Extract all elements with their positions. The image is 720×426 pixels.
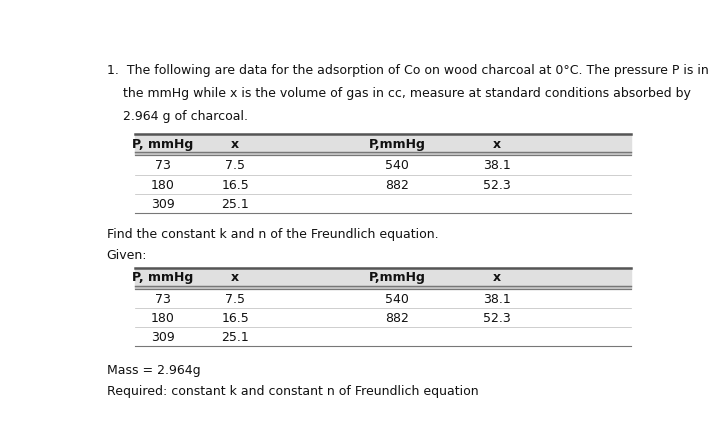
Text: 180: 180 — [150, 178, 174, 191]
Text: P, mmHg: P, mmHg — [132, 137, 193, 150]
Text: x: x — [493, 271, 501, 283]
Bar — [135, 268, 631, 286]
Text: 2.964 g of charcoal.: 2.964 g of charcoal. — [107, 110, 248, 123]
Text: 52.3: 52.3 — [483, 178, 511, 191]
Text: the mmHg while x is the volume of gas in cc, measure at standard conditions abso: the mmHg while x is the volume of gas in… — [107, 87, 690, 100]
Text: 52.3: 52.3 — [483, 311, 511, 324]
Text: P,mmHg: P,mmHg — [369, 271, 426, 283]
Text: 1.  The following are data for the adsorption of Co on wood charcoal at 0°C. The: 1. The following are data for the adsorp… — [107, 64, 708, 77]
Text: 882: 882 — [385, 311, 409, 324]
Text: Find the constant k and n of the Freundlich equation.: Find the constant k and n of the Freundl… — [107, 228, 438, 241]
Text: 7.5: 7.5 — [225, 159, 245, 172]
Text: 540: 540 — [385, 159, 409, 172]
Text: 16.5: 16.5 — [221, 311, 249, 324]
Text: Mass = 2.964g: Mass = 2.964g — [107, 363, 200, 376]
Text: x: x — [231, 137, 239, 150]
Text: 25.1: 25.1 — [221, 197, 249, 210]
Bar — [135, 286, 631, 289]
Text: 882: 882 — [385, 178, 409, 191]
Text: 73: 73 — [155, 292, 171, 305]
Text: 38.1: 38.1 — [483, 292, 511, 305]
Text: Required: constant k and constant n of Freundlich equation: Required: constant k and constant n of F… — [107, 384, 478, 397]
Text: 25.1: 25.1 — [221, 330, 249, 343]
Text: 38.1: 38.1 — [483, 159, 511, 172]
Text: Given:: Given: — [107, 248, 148, 261]
Bar — [135, 135, 631, 153]
Text: 309: 309 — [150, 330, 174, 343]
Text: P,mmHg: P,mmHg — [369, 137, 426, 150]
Text: x: x — [231, 271, 239, 283]
Text: 309: 309 — [150, 197, 174, 210]
Text: 540: 540 — [385, 292, 409, 305]
Text: 7.5: 7.5 — [225, 292, 245, 305]
Bar — [135, 153, 631, 156]
Text: 16.5: 16.5 — [221, 178, 249, 191]
Text: 73: 73 — [155, 159, 171, 172]
Text: P, mmHg: P, mmHg — [132, 271, 193, 283]
Text: x: x — [493, 137, 501, 150]
Text: 180: 180 — [150, 311, 174, 324]
